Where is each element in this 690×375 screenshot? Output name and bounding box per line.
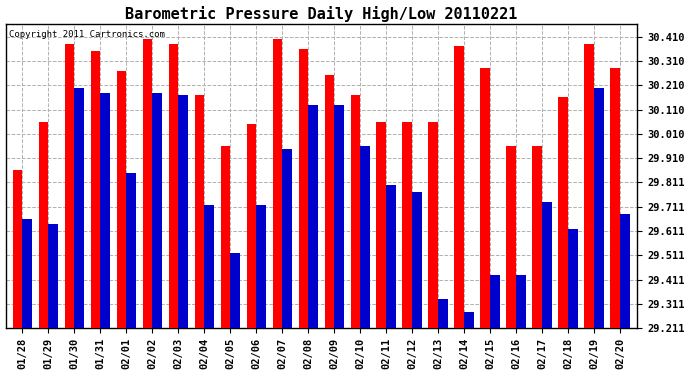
Bar: [299, 49, 308, 328]
Bar: [23, 219, 32, 328]
Bar: [533, 146, 542, 328]
Bar: [324, 75, 335, 328]
Bar: [101, 93, 110, 328]
Bar: [65, 44, 75, 328]
Bar: [506, 146, 516, 328]
Bar: [257, 204, 266, 328]
Bar: [143, 39, 152, 328]
Bar: [308, 105, 318, 328]
Bar: [335, 105, 344, 328]
Bar: [230, 253, 240, 328]
Bar: [351, 95, 360, 328]
Bar: [179, 95, 188, 328]
Bar: [491, 275, 500, 328]
Bar: [126, 173, 137, 328]
Bar: [282, 148, 293, 328]
Bar: [558, 98, 569, 328]
Bar: [12, 171, 23, 328]
Bar: [438, 300, 449, 328]
Bar: [542, 202, 552, 328]
Bar: [75, 88, 84, 328]
Bar: [569, 229, 578, 328]
Bar: [377, 122, 386, 328]
Bar: [195, 95, 204, 328]
Bar: [360, 146, 371, 328]
Bar: [48, 224, 59, 328]
Bar: [221, 146, 230, 328]
Bar: [594, 88, 604, 328]
Bar: [386, 185, 396, 328]
Bar: [464, 312, 474, 328]
Bar: [90, 51, 101, 328]
Bar: [480, 68, 491, 328]
Bar: [273, 39, 282, 328]
Bar: [152, 93, 162, 328]
Title: Barometric Pressure Daily High/Low 20110221: Barometric Pressure Daily High/Low 20110…: [125, 6, 518, 21]
Bar: [428, 122, 438, 328]
Bar: [620, 214, 630, 328]
Bar: [584, 44, 594, 328]
Bar: [402, 122, 413, 328]
Bar: [246, 124, 257, 328]
Bar: [455, 46, 464, 328]
Bar: [611, 68, 620, 328]
Bar: [413, 192, 422, 328]
Bar: [516, 275, 526, 328]
Text: Copyright 2011 Cartronics.com: Copyright 2011 Cartronics.com: [9, 30, 165, 39]
Bar: [39, 122, 48, 328]
Bar: [204, 204, 215, 328]
Bar: [168, 44, 179, 328]
Bar: [117, 70, 126, 328]
